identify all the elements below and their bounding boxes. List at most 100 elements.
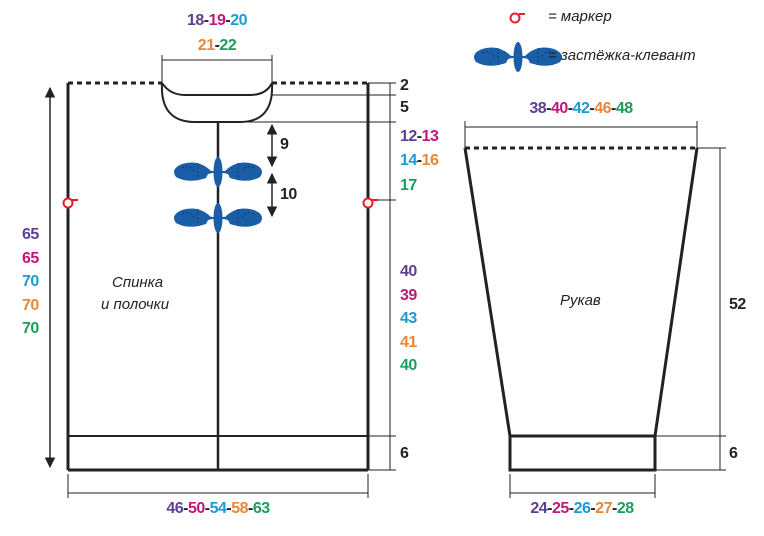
size-value: 38: [529, 100, 547, 117]
size-value: 13: [421, 128, 439, 145]
total-length-value: 70: [22, 297, 39, 315]
separator: -: [203, 12, 209, 29]
size-value: 63: [252, 500, 270, 517]
toggle-clasp-icon: [173, 156, 263, 188]
size-value: 52: [729, 296, 746, 313]
separator: -: [214, 37, 220, 54]
size-value: 65: [22, 226, 39, 243]
size-value: 65: [22, 249, 39, 267]
side-length-value: 39: [400, 287, 417, 305]
sleeve-top-width-label: 38-40-42-46-48: [529, 100, 633, 118]
size-value: 17: [400, 177, 417, 194]
sleeve-dimensions: [464, 121, 726, 498]
size-value: 43: [400, 310, 417, 327]
sleeve-bottom-width-label: 24-25-26-27-28: [530, 500, 634, 518]
size-value: 2: [400, 77, 409, 94]
separator: -: [590, 500, 596, 517]
size-value: 40: [400, 357, 417, 374]
marker-ring-icon: [62, 197, 78, 209]
neck-width-label: 18-19-20: [186, 12, 248, 30]
size-value: 24: [530, 500, 548, 517]
shoulder-drop-label: 2: [400, 77, 409, 95]
size-value: 19: [208, 12, 226, 29]
size-value: 40: [400, 263, 417, 280]
legend-marker-icon: [509, 12, 525, 24]
size-value: 70: [22, 296, 39, 314]
size-value: 18: [186, 12, 204, 29]
size-value: 6: [729, 445, 738, 462]
size-value: 16: [421, 152, 439, 169]
size-value: 12: [400, 128, 417, 145]
size-value: 21: [197, 37, 215, 54]
legend-marker-label: = маркер: [548, 8, 612, 25]
body-dimensions: [44, 55, 396, 498]
separator: -: [612, 500, 617, 517]
separator: -: [225, 12, 231, 29]
size-value: 39: [400, 286, 417, 304]
separator: -: [567, 100, 573, 117]
separator: -: [183, 500, 188, 517]
size-value: 5: [400, 99, 409, 116]
size-value: 42: [572, 100, 590, 117]
toggle-clasp-icon: [173, 202, 263, 234]
size-value: 54: [209, 500, 227, 517]
side-length-value: 43: [400, 310, 417, 328]
side-length-value: 40: [400, 357, 417, 375]
sleeve-length-label: 52: [729, 296, 746, 314]
total-length-value: 65: [22, 250, 39, 268]
total-length-value: 70: [22, 320, 39, 338]
size-value: 10: [280, 186, 297, 203]
separator: -: [416, 128, 422, 145]
armhole-label: 14-16: [400, 152, 439, 170]
separator: -: [226, 500, 232, 517]
separator: -: [611, 100, 616, 117]
hem-label: 6: [400, 445, 409, 463]
size-value: 50: [187, 500, 205, 517]
size-value: 26: [573, 500, 591, 517]
legend-toggle-label: = застёжка-клевант: [548, 47, 696, 64]
size-value: 70: [22, 320, 39, 337]
armhole-label: 12-13: [400, 128, 439, 146]
size-value: 27: [595, 500, 613, 517]
separator: -: [546, 100, 551, 117]
separator: -: [204, 500, 210, 517]
separator: -: [248, 500, 253, 517]
total-length-value: 65: [22, 226, 39, 244]
marker-ring-icon: [362, 197, 378, 209]
separator: -: [416, 152, 422, 169]
size-value: 58: [231, 500, 249, 517]
size-value: 14: [400, 152, 417, 169]
size-value: 40: [550, 100, 568, 117]
size-value: 9: [280, 136, 289, 153]
separator: -: [568, 500, 574, 517]
size-value: 20: [230, 12, 248, 29]
size-value: 28: [616, 500, 634, 517]
size-value: 70: [22, 273, 39, 290]
toggle-spacing-label: 9: [280, 136, 289, 154]
size-value: 48: [615, 100, 633, 117]
body-piece: [66, 81, 370, 472]
side-length-value: 41: [400, 334, 417, 352]
size-value: 46: [166, 500, 184, 517]
sleeve-piece: [463, 146, 699, 472]
body-title-line2: и полочки: [101, 296, 170, 313]
body-title-line1: Спинка: [112, 274, 164, 291]
neck-depth-label: 5: [400, 99, 409, 117]
size-value: 41: [400, 333, 417, 351]
size-value: 22: [219, 37, 237, 54]
armhole-label: 17: [400, 177, 417, 195]
size-value: 25: [551, 500, 569, 517]
toggle-spacing-label: 10: [280, 186, 297, 204]
cuff-label: 6: [729, 445, 738, 463]
total-length-value: 70: [22, 273, 39, 291]
separator: -: [589, 100, 595, 117]
body-width-label: 46-50-54-58-63: [166, 500, 270, 518]
size-value: 46: [594, 100, 612, 117]
size-value: 6: [400, 445, 409, 462]
side-length-value: 40: [400, 263, 417, 281]
neck-width-label: 21-22: [197, 37, 237, 55]
separator: -: [547, 500, 552, 517]
sleeve-title: Рукав: [560, 292, 601, 309]
